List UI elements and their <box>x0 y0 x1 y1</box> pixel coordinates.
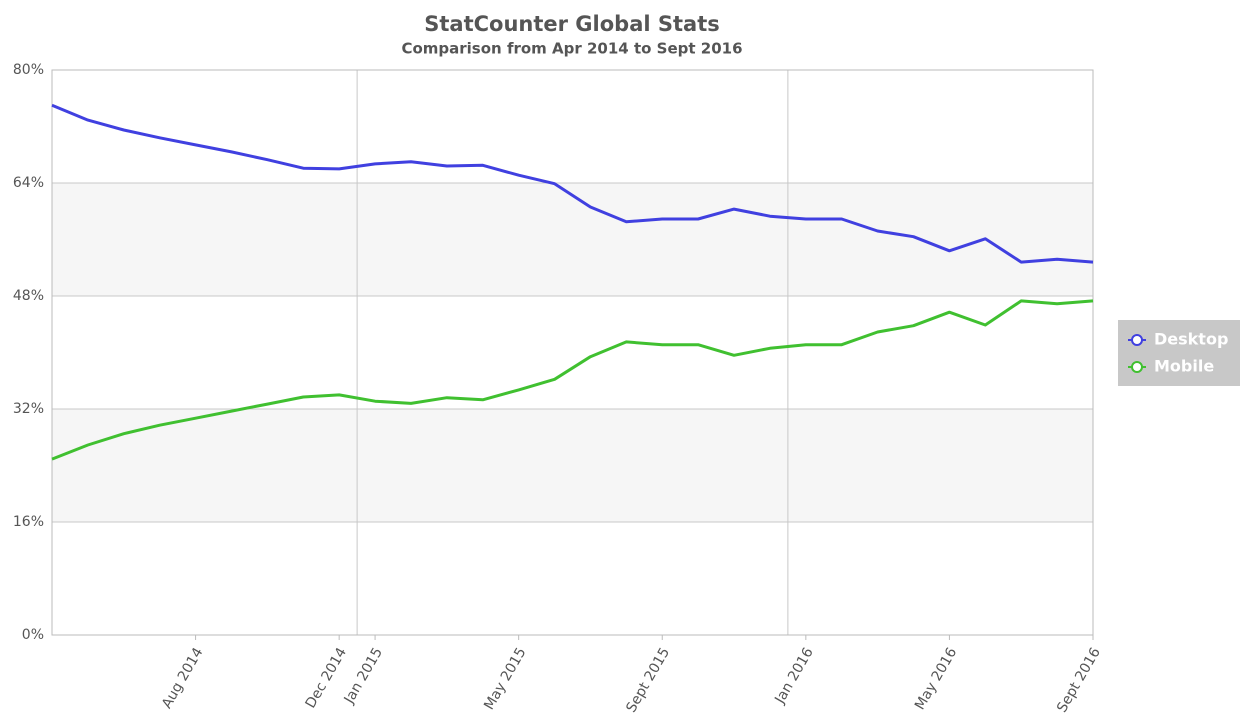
plot-band <box>52 409 1093 522</box>
x-tick-label: May 2016 <box>912 645 960 713</box>
series-line <box>51 103 1094 264</box>
x-tick-label: May 2015 <box>481 645 529 713</box>
series-line <box>51 299 1094 461</box>
chart-title: StatCounter Global Stats <box>424 12 720 36</box>
plot-band <box>52 183 1093 296</box>
x-tick-label: Jan 2016 <box>772 645 817 707</box>
y-tick-label: 64% <box>13 175 44 191</box>
x-tick-label: Sept 2015 <box>623 645 673 715</box>
y-tick-label: 16% <box>13 514 44 530</box>
legend-label: Mobile <box>1154 357 1214 376</box>
legend-swatch <box>1131 334 1143 346</box>
x-tick-label: Aug 2014 <box>159 645 207 711</box>
y-tick-label: 48% <box>13 288 44 304</box>
chart-subtitle: Comparison from Apr 2014 to Sept 2016 <box>401 40 742 58</box>
x-tick-label: Sept 2016 <box>1054 645 1104 715</box>
x-tick-label: Dec 2014 <box>303 645 350 711</box>
y-tick-label: 80% <box>13 62 44 78</box>
y-tick-label: 32% <box>13 401 44 417</box>
legend-label: Desktop <box>1154 330 1228 349</box>
legend-swatch <box>1131 361 1143 373</box>
plot-border <box>51 69 1094 636</box>
legend-box <box>1118 320 1240 386</box>
y-tick-label: 0% <box>22 627 44 643</box>
